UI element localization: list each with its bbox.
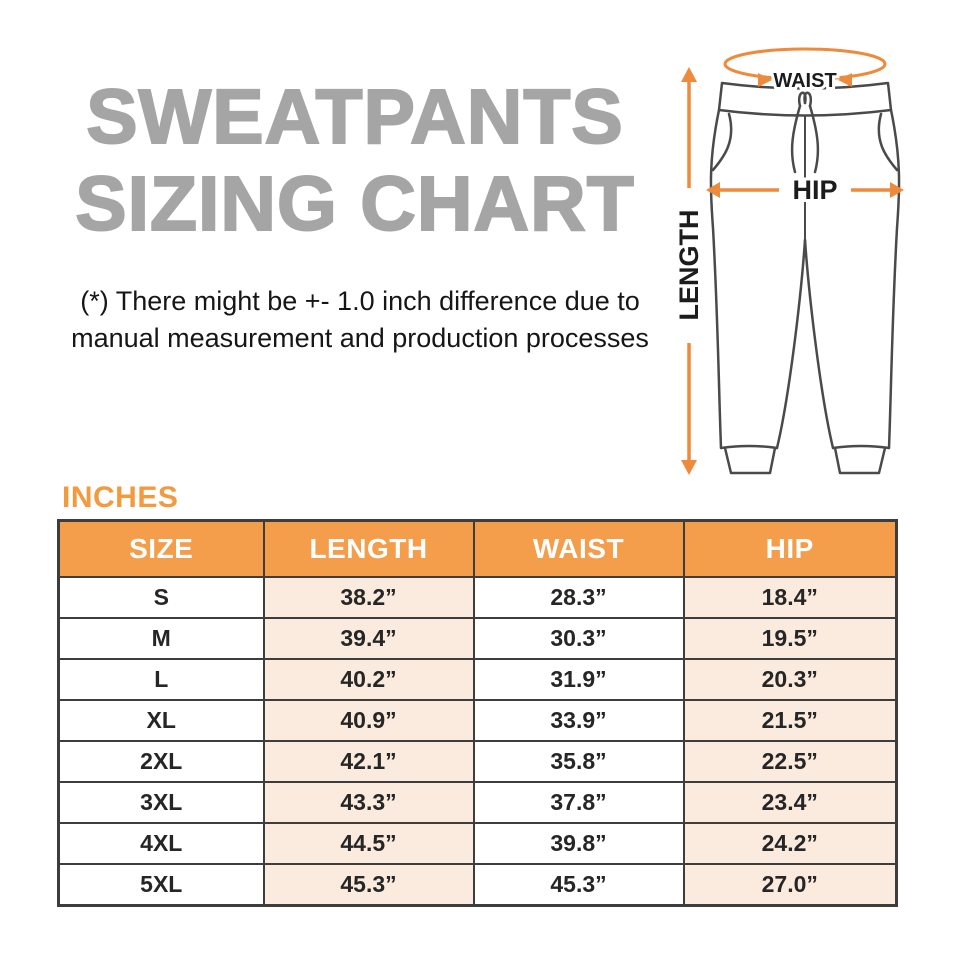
table-header-row: SIZE LENGTH WAIST HIP [57, 519, 898, 578]
hip-cell: 20.3” [682, 658, 898, 701]
length-cell: 45.3” [262, 863, 475, 907]
waist-cell: 37.8” [472, 781, 685, 824]
hip-cell: 18.4” [682, 576, 898, 619]
waist-cell: 39.8” [472, 822, 685, 865]
length-arrowhead-top-icon [681, 67, 697, 82]
size-cell: M [57, 617, 265, 660]
table-row: S 38.2” 28.3” 18.4” [57, 576, 898, 619]
size-cell: 2XL [57, 740, 265, 783]
waist-cell: 31.9” [472, 658, 685, 701]
length-cell: 40.9” [262, 699, 475, 742]
col-header-waist: WAIST [472, 519, 685, 578]
col-header-hip: HIP [682, 519, 898, 578]
size-cell: XL [57, 699, 265, 742]
waist-cell: 45.3” [472, 863, 685, 907]
size-cell: 4XL [57, 822, 265, 865]
units-label: INCHES [62, 481, 179, 514]
col-header-size: SIZE [57, 519, 265, 578]
hip-cell: 23.4” [682, 781, 898, 824]
waist-measure-label: WAIST [773, 70, 836, 92]
length-cell: 39.4” [262, 617, 475, 660]
hip-cell: 19.5” [682, 617, 898, 660]
table-row: 4XL 44.5” 39.8” 24.2” [57, 822, 898, 865]
waist-cell: 35.8” [472, 740, 685, 783]
waist-cell: 28.3” [472, 576, 685, 619]
waist-arrowhead-left-icon [758, 73, 772, 87]
disclaimer-line-2: manual measurement and production proces… [71, 323, 649, 353]
length-cell: 40.2” [262, 658, 475, 701]
length-cell: 44.5” [262, 822, 475, 865]
hip-cell: 27.0” [682, 863, 898, 907]
length-cell: 43.3” [262, 781, 475, 824]
size-cell: 5XL [57, 863, 265, 907]
hip-cell: 22.5” [682, 740, 898, 783]
hip-cell: 21.5” [682, 699, 898, 742]
disclaimer-text: (*) There might be +- 1.0 inch differenc… [15, 283, 705, 357]
length-measure-label: LENGTH [674, 210, 704, 321]
table-row: 3XL 43.3” 37.8” 23.4” [57, 781, 898, 824]
measurement-arrows [681, 47, 904, 475]
waist-cell: 30.3” [472, 617, 685, 660]
table-row: XL 40.9” 33.9” 21.5” [57, 699, 898, 742]
hip-arrowhead-right-icon [890, 182, 904, 198]
hip-cell: 24.2” [682, 822, 898, 865]
sizing-table: SIZE LENGTH WAIST HIP S 38.2” 28.3” 18.4… [57, 519, 898, 907]
waist-cell: 33.9” [472, 699, 685, 742]
table-row: 2XL 42.1” 35.8” 22.5” [57, 740, 898, 783]
waist-arrowhead-right-icon [838, 73, 852, 87]
length-arrowhead-bottom-icon [681, 460, 697, 475]
length-cell: 42.1” [262, 740, 475, 783]
size-cell: 3XL [57, 781, 265, 824]
hip-measure-label: HIP [792, 175, 837, 205]
title-line-2: SIZING CHART [74, 160, 635, 248]
hip-arrowhead-left-icon [706, 182, 720, 198]
length-cell: 38.2” [262, 576, 475, 619]
title-line-1: SWEATPANTS [85, 73, 624, 161]
size-cell: L [57, 658, 265, 701]
table-row: M 39.4” 30.3” 19.5” [57, 617, 898, 660]
page-title: SWEATPANTS SIZING CHART [55, 73, 655, 248]
waist-arrow-ellipse [723, 47, 887, 81]
sweatpants-outline-icon [709, 81, 901, 475]
table-row: 5XL 45.3” 45.3” 27.0” [57, 863, 898, 907]
col-header-length: LENGTH [262, 519, 475, 578]
sweatpants-measurement-diagram: WAIST HIP LENGTH [674, 47, 904, 475]
size-cell: S [57, 576, 265, 619]
disclaimer-line-1: (*) There might be +- 1.0 inch differenc… [80, 286, 640, 316]
table-row: L 40.2” 31.9” 20.3” [57, 658, 898, 701]
